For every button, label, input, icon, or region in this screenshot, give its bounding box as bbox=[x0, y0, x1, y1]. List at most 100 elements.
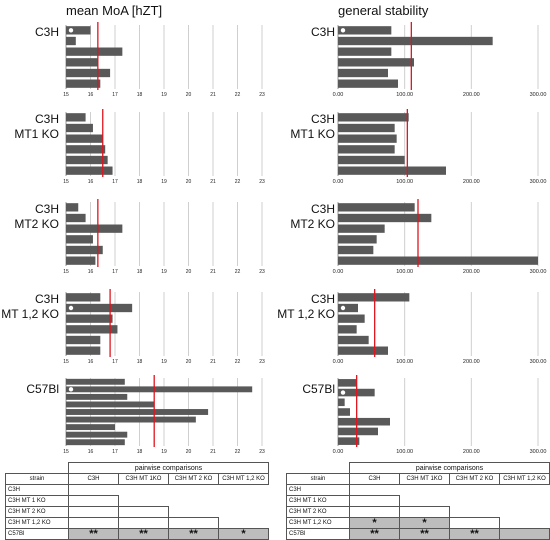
moa-c57-tick-label: 20 bbox=[186, 449, 192, 455]
table-row-label: C3H MT 1,2 KO bbox=[5, 517, 69, 529]
moa-mt1-tick-label: 22 bbox=[235, 179, 241, 185]
table-cell-empty bbox=[500, 518, 550, 529]
moa-mt12-tick-label: 15 bbox=[63, 359, 69, 365]
moa-c57-tick-label: 15 bbox=[63, 449, 69, 455]
moa-mt2-bar bbox=[66, 256, 96, 265]
moa-c57-bar bbox=[66, 424, 115, 431]
moa-c57-tick-label: 18 bbox=[137, 449, 143, 455]
table-row: C3H MT 1 KO bbox=[5, 495, 269, 507]
strain-label-c57-right: C57Bl bbox=[302, 382, 335, 396]
stab-c3h-tick-label: 200.00 bbox=[463, 92, 480, 98]
stab-mt12-tick-label: 100.00 bbox=[396, 359, 413, 365]
moa-mt2-tick-label: 15 bbox=[63, 269, 69, 275]
moa-mt1-bar bbox=[66, 134, 103, 143]
table-column-header: C3H MT 1,2 KO bbox=[218, 473, 269, 485]
stab-mt1-tick-label: 100.00 bbox=[396, 179, 413, 185]
moa-mt1-tick-label: 21 bbox=[210, 179, 216, 185]
table-row: C3H MT 1,2 KO bbox=[5, 517, 269, 529]
moa-c57-tick-label: 16 bbox=[88, 449, 94, 455]
table-cell-empty bbox=[219, 496, 269, 507]
table-column-row: strain C3H C3H MT 1KO C3H MT 2 KO C3H MT 1,2… bbox=[286, 473, 550, 485]
stab-c3h-tick-label: 100.00 bbox=[396, 92, 413, 98]
stab-mt2-tick-label: 300.00 bbox=[530, 269, 547, 275]
moa-mt2-bar bbox=[66, 213, 86, 223]
table-cell-empty bbox=[169, 496, 219, 507]
table-cell: * bbox=[218, 528, 269, 540]
moa-c57-bar bbox=[66, 439, 125, 446]
table-strain-label: strain bbox=[286, 473, 350, 485]
moa-mt12-tick-label: 16 bbox=[88, 359, 94, 365]
stab-mt2-tick-label: 0.00 bbox=[333, 269, 344, 275]
table-cell bbox=[449, 517, 500, 529]
stab-c57-marker-dot bbox=[340, 390, 346, 395]
table-column-header: C3H MT 2 KO bbox=[168, 473, 219, 485]
stab-mt1-bar bbox=[338, 155, 405, 165]
stab-c57-bar bbox=[338, 408, 350, 416]
left-column-title: mean MoA [hZT] bbox=[66, 3, 163, 18]
table-column-header: C3H MT 1,2 KO bbox=[499, 473, 550, 485]
table-header: pairwise comparisons bbox=[349, 462, 550, 474]
stab-mt1-bar bbox=[338, 113, 409, 122]
table-cell-empty bbox=[219, 507, 269, 518]
moa-mt12-bar bbox=[66, 293, 101, 302]
moa-mt1-bar bbox=[66, 113, 86, 122]
table-row: C3H MT 2 KO bbox=[286, 506, 550, 518]
stab-mt12-bar bbox=[338, 303, 358, 313]
moa-c57-tick-label: 19 bbox=[161, 449, 167, 455]
moa-mt12-tick-label: 21 bbox=[210, 359, 216, 365]
table-cell bbox=[349, 506, 400, 518]
stab-mt1-bar bbox=[338, 145, 395, 154]
stab-mt1-tick-label: 0.00 bbox=[333, 179, 344, 185]
moa-mt1-bar bbox=[66, 123, 93, 133]
stab-mt12-marker-dot bbox=[340, 305, 346, 311]
moa-c57-tick-label: 22 bbox=[235, 449, 241, 455]
stab-mt12-tick-label: 0.00 bbox=[333, 359, 344, 365]
moa-c3h-tick-label: 22 bbox=[235, 92, 241, 98]
table-cell: ** bbox=[68, 528, 119, 540]
moa-c3h-tick-label: 23 bbox=[259, 92, 265, 98]
moa-c57-bar bbox=[66, 431, 128, 438]
moa-c3h-bar bbox=[66, 58, 98, 67]
moa-c57-marker-dot bbox=[68, 387, 74, 392]
stab-mt1-tick-label: 300.00 bbox=[530, 179, 547, 185]
table-row-label: C3H MT 1 KO bbox=[286, 495, 350, 507]
table-cell bbox=[68, 506, 119, 518]
table-cell-empty bbox=[500, 496, 550, 507]
table-row: C57Bl ** ** ** * bbox=[5, 528, 269, 540]
stab-mt2-bar bbox=[338, 213, 432, 223]
stab-c57-tick-label: 100.00 bbox=[396, 449, 413, 455]
moa-mt12-tick-label: 19 bbox=[161, 359, 167, 365]
table-column-row: strain C3H C3H MT 1KO C3H MT 2 KO C3H MT 1,2… bbox=[5, 473, 269, 485]
stab-mt1-bar bbox=[338, 134, 397, 143]
moa-c3h-bar bbox=[66, 68, 111, 78]
moa-c57-bar bbox=[66, 378, 125, 385]
stab-mt1-tick-label: 200.00 bbox=[463, 179, 480, 185]
table-cell: ** bbox=[349, 528, 400, 540]
table-cell-empty bbox=[119, 496, 169, 507]
table-row: C3H MT 1 KO bbox=[286, 495, 550, 507]
moa-c57-bar bbox=[66, 416, 196, 423]
stab-mt2-bar bbox=[338, 245, 374, 255]
stab-c57-bar bbox=[338, 379, 357, 387]
table-cell bbox=[118, 517, 169, 529]
strain-label-mt12-left: C3H MT 1,2 KO bbox=[1, 292, 59, 321]
moa-mt1-bar bbox=[66, 155, 108, 165]
moa-mt1-tick-label: 18 bbox=[137, 179, 143, 185]
table-row-label: C3H MT 1,2 KO bbox=[286, 517, 350, 529]
moa-mt12-tick-label: 20 bbox=[186, 359, 192, 365]
right-column-title: general stability bbox=[338, 3, 429, 18]
stab-c3h-bar bbox=[338, 26, 392, 35]
table-row-label: C3H MT 2 KO bbox=[286, 506, 350, 518]
table-column-header: C3H MT 1KO bbox=[118, 473, 169, 485]
stab-c3h-tick-label: 300.00 bbox=[530, 92, 547, 98]
stab-c3h-bar bbox=[338, 36, 493, 46]
strain-label-c57-left: C57Bl bbox=[26, 382, 59, 396]
moa-c57-tick-label: 21 bbox=[210, 449, 216, 455]
table-cell-empty bbox=[450, 485, 500, 496]
moa-mt2-tick-label: 21 bbox=[210, 269, 216, 275]
stab-c57-tick-label: 300.00 bbox=[530, 449, 547, 455]
table-header-row: pairwise comparisons bbox=[6, 462, 269, 474]
moa-mt1-tick-label: 20 bbox=[186, 179, 192, 185]
